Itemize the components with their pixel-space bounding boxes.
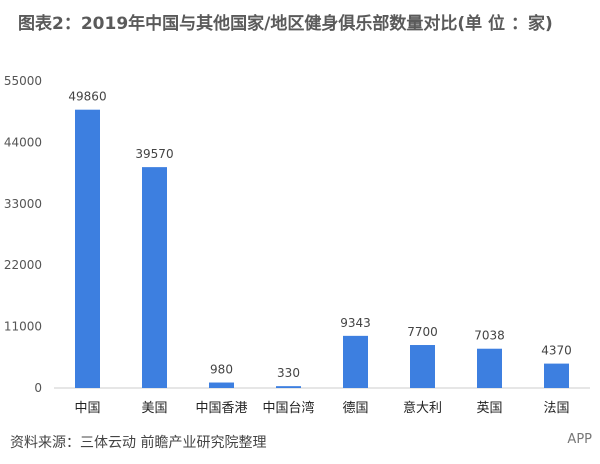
y-tick-label: 33000 bbox=[4, 197, 42, 211]
bar-value-label: 7700 bbox=[407, 325, 438, 339]
bar bbox=[276, 386, 301, 388]
bar bbox=[477, 348, 502, 388]
bar-value-label: 330 bbox=[277, 366, 300, 380]
category-label: 意大利 bbox=[403, 400, 442, 416]
bar bbox=[544, 363, 569, 388]
chart-title: 图表2：2019年中国与其他国家/地区健身俱乐部数量对比(单 位 ：家) bbox=[18, 14, 553, 34]
category-label: 英国 bbox=[476, 401, 502, 416]
bar bbox=[410, 345, 435, 388]
category-labels-group: 中国 美国 中国香港 中国台湾 德国 意大利 英国 法国 bbox=[74, 400, 569, 416]
bar-value-label: 7038 bbox=[474, 329, 505, 343]
bar bbox=[343, 335, 368, 388]
bar bbox=[75, 109, 100, 388]
data-labels-group: 49860 39570 980 330 9343 7700 7038 4370 bbox=[68, 90, 571, 380]
bar-value-label: 39570 bbox=[135, 147, 173, 161]
brand-label: APP bbox=[567, 432, 592, 447]
source-note: 资料来源：三体云动 前瞻产业研究院整理 bbox=[10, 435, 267, 451]
category-label: 中国香港 bbox=[195, 401, 247, 416]
category-label: 中国台湾 bbox=[262, 400, 314, 416]
bar-value-label: 9343 bbox=[340, 316, 371, 330]
y-tick-label: 22000 bbox=[4, 258, 42, 272]
y-tick-label: 44000 bbox=[4, 135, 42, 149]
category-label: 美国 bbox=[141, 401, 167, 416]
y-axis: 0 11000 22000 33000 44000 55000 bbox=[4, 74, 42, 395]
y-tick-label: 0 bbox=[34, 381, 42, 395]
y-tick-label: 11000 bbox=[4, 320, 42, 334]
bar-value-label: 980 bbox=[210, 363, 233, 377]
bar-value-label: 49860 bbox=[68, 90, 106, 104]
bar bbox=[142, 167, 167, 388]
bar-value-label: 4370 bbox=[541, 344, 572, 358]
category-label: 德国 bbox=[342, 401, 368, 416]
category-label: 法国 bbox=[543, 401, 569, 416]
bars-group bbox=[75, 109, 569, 388]
y-tick-label: 55000 bbox=[4, 74, 42, 88]
bar bbox=[209, 382, 234, 388]
category-label: 中国 bbox=[74, 401, 100, 416]
